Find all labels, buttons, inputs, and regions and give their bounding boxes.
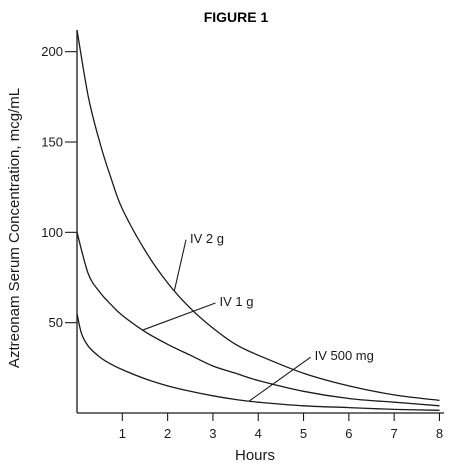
- annotation-leader: [173, 239, 187, 291]
- y-axis-label: Aztreonam Serum Concentration, mcg/mL: [6, 88, 23, 368]
- annotations: IV 2 g IV 1 g IV 500 mg: [142, 231, 374, 402]
- y-tick-label: 200: [41, 44, 63, 59]
- y-tick-label: 100: [41, 225, 63, 240]
- series-line-iv-2-g: [76, 29, 440, 402]
- annotation-label: IV 500 mg: [315, 348, 374, 363]
- series-lines: [76, 29, 440, 411]
- chart-title: FIGURE 1: [204, 9, 269, 25]
- x-tick-label: 1: [119, 426, 126, 441]
- annotation-label: IV 1 g: [219, 294, 253, 309]
- annotation-leader: [142, 302, 216, 331]
- x-tick-label: 5: [300, 426, 307, 441]
- annotation-leader: [248, 356, 311, 402]
- axes: 50 100 150 200 1 2 3 4 5 6 7 8: [41, 30, 444, 441]
- x-tick-label: 2: [164, 426, 171, 441]
- x-tick-label: 4: [255, 426, 262, 441]
- annotation-label: IV 2 g: [190, 231, 224, 246]
- x-tick-label: 8: [436, 426, 443, 441]
- x-tick-label: 7: [391, 426, 398, 441]
- series-line-iv-500-mg: [76, 313, 440, 411]
- x-tick-label: 3: [209, 426, 216, 441]
- x-tick-label: 6: [345, 426, 352, 441]
- series-line-iv-1-g: [76, 232, 440, 407]
- y-tick-label: 50: [49, 315, 63, 330]
- x-axis-label: Hours: [235, 447, 275, 464]
- y-tick-label: 150: [41, 135, 63, 150]
